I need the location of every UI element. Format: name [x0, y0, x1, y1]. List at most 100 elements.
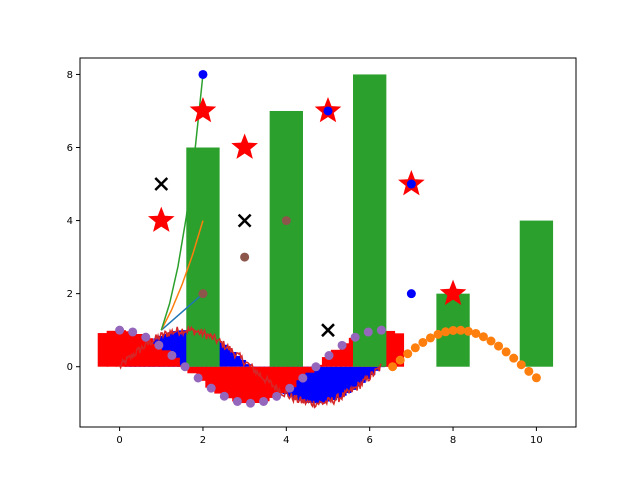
y-tick-label: 0	[67, 362, 73, 373]
y-tick-label: 6	[67, 143, 73, 154]
red-bar	[169, 357, 180, 367]
red-bar	[196, 366, 207, 381]
purple-dot	[285, 383, 295, 393]
orange-dot	[403, 349, 413, 359]
orange-dot	[471, 328, 481, 338]
purple-dot	[311, 362, 321, 372]
red-wave-line	[118, 324, 382, 409]
purple-dot	[272, 391, 282, 401]
purple-dot	[115, 325, 125, 335]
orange-dot	[433, 329, 443, 339]
blue-bar	[378, 366, 385, 368]
red-bar	[214, 366, 225, 394]
blue-bar	[354, 366, 361, 387]
blue-bar	[244, 364, 251, 367]
blue-bar	[325, 366, 333, 402]
blue-bar	[316, 366, 323, 404]
red-bar	[393, 333, 405, 367]
red-bar	[232, 366, 243, 402]
purple-dot	[298, 373, 308, 383]
orange-dot	[425, 333, 435, 343]
blue-bar	[349, 366, 357, 390]
y-tick-label: 4	[67, 216, 73, 227]
purple-dot	[219, 391, 229, 401]
red-bar	[321, 357, 333, 367]
orange-dot	[494, 341, 504, 351]
x-tick-label: 10	[530, 435, 543, 446]
blue-bar	[296, 366, 304, 401]
blue-bar	[301, 366, 309, 402]
orange-dot	[516, 360, 526, 370]
purple-dot	[324, 351, 334, 361]
x-tick-label: 8	[450, 435, 456, 446]
red-bar	[187, 366, 198, 374]
red-bar	[115, 330, 127, 367]
red-bar	[241, 366, 252, 404]
purple-dot	[232, 396, 242, 406]
blue-bar	[177, 330, 184, 367]
x-tick-label: 6	[366, 435, 372, 446]
red-bar	[205, 366, 216, 388]
red-bar	[142, 338, 153, 367]
green-line	[160, 74, 204, 331]
blue-bar	[330, 366, 338, 401]
y-tick-label: 8	[67, 70, 73, 81]
plot-layer	[97, 69, 554, 409]
orange-dot	[524, 366, 534, 376]
red-star	[189, 96, 217, 123]
purple-dot	[206, 383, 216, 393]
x-tick-label: 0	[116, 435, 122, 446]
red-bar	[339, 343, 351, 367]
blue-bar	[359, 366, 366, 383]
purple-dot	[259, 396, 269, 406]
y-tick-label: 2	[67, 289, 73, 300]
orange-dot	[418, 337, 428, 347]
axes-frame	[79, 57, 577, 428]
red-bar	[295, 366, 306, 381]
blue-dot	[406, 179, 416, 189]
purple-dot	[128, 327, 138, 337]
tick-layer: 0 2 4 6 8 10 0 2 4 6 8	[67, 70, 543, 446]
red-bar	[330, 349, 342, 367]
blue-bar	[306, 366, 314, 403]
blue-bar	[225, 348, 232, 367]
blue-bar	[229, 351, 237, 367]
x-tick-label: 2	[200, 435, 206, 446]
orange-dot	[441, 327, 451, 337]
blue-bar	[363, 366, 371, 379]
orange-dot	[531, 373, 541, 383]
purple-dot	[245, 398, 255, 408]
x-tick-label: 4	[283, 435, 289, 446]
orange-dot	[388, 362, 398, 372]
purple-dot	[376, 325, 386, 335]
red-bar	[106, 330, 118, 367]
blue-bar	[162, 333, 170, 367]
brown-dot	[281, 216, 291, 226]
black-x-marker	[154, 177, 169, 191]
orange-line	[160, 220, 204, 331]
red-bar	[384, 330, 396, 367]
red-bar	[250, 366, 261, 404]
red-bar	[151, 343, 162, 367]
blue-bar	[344, 366, 352, 393]
brown-dot	[240, 252, 250, 262]
blue-bar	[167, 332, 175, 367]
blue-bar	[335, 366, 342, 399]
orange-dot	[463, 326, 473, 336]
blue-bar	[311, 366, 318, 404]
brown-dot	[198, 289, 208, 299]
red-bar	[160, 350, 171, 367]
orange-dot	[395, 355, 405, 365]
purple-dot	[337, 340, 347, 350]
purple-dot	[167, 350, 177, 360]
black-x-marker	[237, 213, 252, 228]
red-bar	[124, 331, 136, 367]
red-bar	[223, 366, 234, 399]
orange-dot	[486, 336, 496, 346]
purple-dot	[180, 362, 190, 372]
red-bar	[97, 333, 109, 367]
red-bar	[259, 366, 270, 402]
purple-dot	[154, 340, 164, 350]
purple-dot	[141, 332, 151, 342]
